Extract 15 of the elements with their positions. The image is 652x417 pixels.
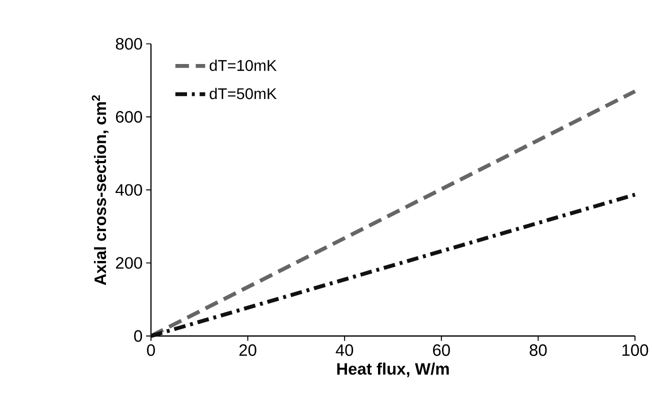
x-tick-label: 100 — [622, 344, 648, 356]
y-tick-label: 200 — [116, 257, 142, 269]
x-axis-title: Heat flux, W/m — [337, 362, 449, 378]
x-tick-label: 80 — [530, 344, 547, 356]
x-tick-label: 40 — [336, 344, 354, 356]
x-tick-label: 60 — [433, 344, 450, 356]
y-tick-label: 600 — [116, 111, 142, 123]
y-tick-label: 800 — [116, 38, 142, 50]
y-tick-label: 0 — [134, 330, 142, 342]
legend-label: dT=50mK — [210, 88, 277, 100]
y-axis-title: Axial cross-section, cm$^{2}$ — [92, 95, 109, 286]
x-tick-label: 20 — [239, 344, 256, 356]
legend-label: dT=10mK — [210, 60, 277, 72]
y-tick-label: 400 — [116, 184, 142, 196]
x-tick-label: 0 — [147, 344, 155, 356]
